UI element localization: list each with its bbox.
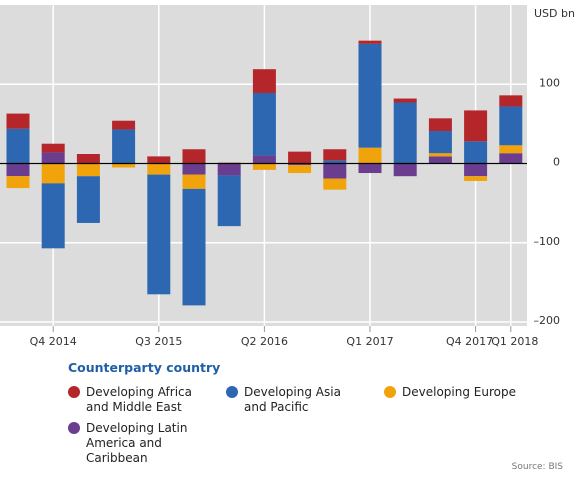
bar-segment (358, 40, 382, 44)
bar-segment (428, 156, 452, 164)
bar-segment (288, 151, 312, 164)
legend-item: Developing Latin America and Caribbean (68, 421, 226, 466)
legend-marker (226, 386, 238, 398)
bar-segment (252, 163, 276, 170)
bar-segment (323, 149, 347, 161)
bar-segment (6, 163, 30, 177)
bar-segment (499, 153, 523, 164)
bar-segment (428, 131, 452, 154)
y-tick-label: –200 (534, 314, 561, 327)
legend-item: Developing Asia and Pacific (226, 385, 384, 415)
legend-marker (68, 422, 80, 434)
y-tick-label: 100 (539, 76, 560, 89)
bar-segment (147, 174, 171, 295)
legend-item: Developing Europe (384, 385, 542, 415)
bar-segment (182, 174, 206, 189)
bar-segment (182, 149, 206, 164)
legend-label: Developing Africa and Middle East (86, 385, 192, 414)
bar-segment (217, 175, 241, 227)
bar-segment (217, 163, 241, 176)
bar-segment (358, 163, 382, 174)
y-tick-label: 0 (553, 156, 560, 169)
bar-segment (288, 163, 312, 166)
legend-label: Developing Europe (402, 385, 516, 399)
bar-segment (76, 154, 100, 164)
bar-segment (464, 110, 488, 142)
legend-item: Developing Africa and Middle East (68, 385, 226, 415)
legend-label: Developing Asia and Pacific (244, 385, 341, 414)
bar-segment (323, 160, 347, 164)
bar-segment (252, 69, 276, 93)
legend-marker (68, 386, 80, 398)
bar-segment (358, 147, 382, 164)
x-tick-label: Q3 2015 (135, 335, 182, 348)
x-tick-label: Q4 2017 (446, 335, 493, 348)
bar-segment (6, 128, 30, 164)
legend-marker (384, 386, 396, 398)
bar-segment (6, 176, 30, 189)
x-tick-label: Q4 2014 (30, 335, 77, 348)
bar-segment (6, 113, 30, 129)
bar-segment (393, 102, 417, 164)
bar-segment (428, 153, 452, 157)
bar-segment (76, 176, 100, 223)
bar-segment (464, 141, 488, 164)
bar-segment (76, 163, 100, 177)
bar-segment (393, 98, 417, 103)
bar-segment (499, 145, 523, 154)
y-axis-unit: USD bn (534, 7, 575, 20)
bar-segment (182, 163, 206, 175)
x-tick-label: Q1 2017 (346, 335, 393, 348)
bar-segment (252, 155, 276, 164)
bar-segment (112, 129, 136, 164)
bar-segment (464, 176, 488, 181)
bar-segment (147, 156, 171, 164)
bar-segment (323, 178, 347, 190)
bar-segment (252, 92, 276, 156)
bar-segment (182, 188, 206, 306)
bar-segment (112, 120, 136, 130)
bar-segment (147, 163, 171, 175)
legend-label: Developing Latin America and Caribbean (86, 421, 188, 465)
bar-segment (428, 118, 452, 132)
bar-segment (41, 163, 65, 184)
bar-segment (358, 43, 382, 148)
bar-segment (41, 183, 65, 249)
bar-segment (288, 165, 312, 174)
legend-title: Counterparty country (68, 360, 221, 375)
x-tick-label: Q2 2016 (241, 335, 288, 348)
bar-segment (393, 163, 417, 177)
bar-segment (323, 163, 347, 179)
bar-segment (499, 95, 523, 107)
bar-segment (464, 163, 488, 177)
legend: Counterparty country Developing Africa a… (68, 360, 548, 472)
source-note: Source: BIS (511, 462, 563, 472)
bar-segment (499, 106, 523, 146)
chart: USD bn Q4 2014 Q3 2015 Q2 2016 Q1 2017 Q4 20… (0, 5, 575, 348)
bar-segment (41, 152, 65, 164)
bar-segment (41, 143, 65, 153)
x-tick-label: Q1 2018 (491, 335, 538, 348)
legend-items: Developing Africa and Middle East Develop… (68, 385, 548, 472)
bar-segment (112, 163, 136, 168)
y-tick-label: –100 (534, 235, 561, 248)
